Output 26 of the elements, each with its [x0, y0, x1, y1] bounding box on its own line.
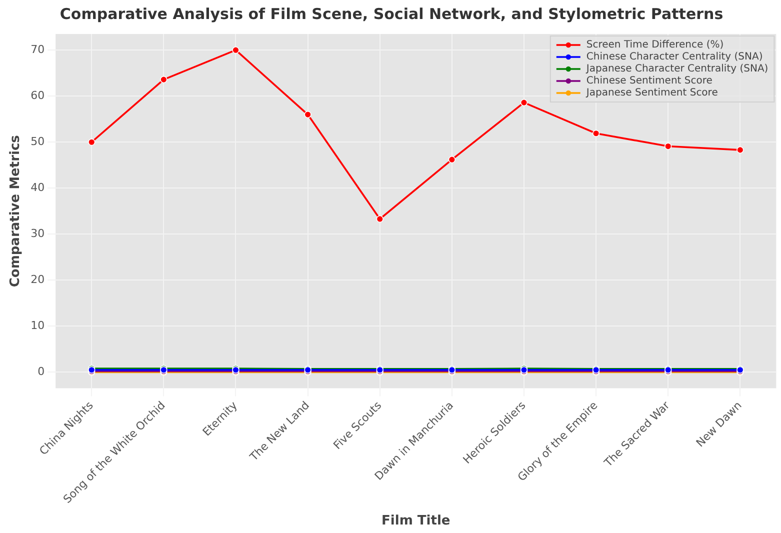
point — [88, 138, 96, 146]
point — [736, 146, 744, 154]
y-tick-label: 60 — [30, 88, 45, 102]
y-axis-title: Comparative Metrics — [8, 134, 24, 288]
x-axis-title: Film Title — [382, 514, 450, 529]
point — [664, 142, 672, 150]
point — [376, 215, 384, 223]
y-tick-label: 40 — [30, 180, 45, 194]
point — [160, 76, 168, 84]
point — [232, 46, 240, 54]
point — [520, 98, 528, 106]
legend-label: Chinese Sentiment Score — [586, 76, 712, 87]
point — [592, 130, 600, 137]
y-tick-label: 30 — [30, 227, 45, 240]
legend-label: Japanese Sentiment Score — [585, 88, 718, 99]
legend-label: Chinese Character Centrality (SNA) — [586, 52, 763, 63]
legend-label: Screen Time Difference (%) — [586, 40, 724, 51]
legend-label: Japanese Character Centrality (SNA) — [585, 64, 768, 75]
y-tick-label: 0 — [38, 365, 45, 378]
y-tick-label: 50 — [30, 134, 45, 148]
y-tick-label: 20 — [30, 273, 45, 286]
point — [304, 110, 312, 118]
y-tick-label: 10 — [30, 319, 45, 332]
chart-title: Comparative Analysis of Film Scene, Social Network, and Stylometric Patterns — [60, 4, 724, 23]
point — [448, 156, 456, 164]
y-tick-label: 70 — [30, 42, 45, 56]
